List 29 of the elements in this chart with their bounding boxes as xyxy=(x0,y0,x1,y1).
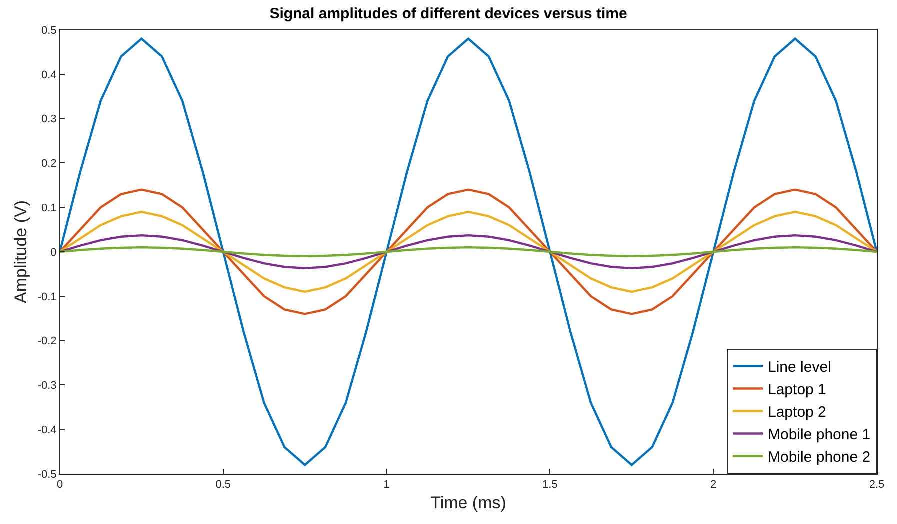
y-tick-label: 0.4 xyxy=(42,69,57,82)
x-axis-title: Time (ms) xyxy=(430,494,506,513)
line-series xyxy=(60,188,877,316)
legend-label: Laptop 1 xyxy=(768,382,826,399)
legend-label: Line level xyxy=(768,359,832,376)
x-tick-label: 2 xyxy=(710,479,717,492)
chart-title: Signal amplitudes of different devices versus time xyxy=(270,5,628,22)
y-tick-label: -0.3 xyxy=(38,380,57,392)
line-series xyxy=(60,38,877,466)
y-axis-title: Amplitude (V) xyxy=(11,200,30,304)
line-series xyxy=(60,246,877,258)
x-tick-label: 1 xyxy=(384,479,390,492)
y-tick-label: -0.4 xyxy=(38,424,57,436)
legend-label: Laptop 2 xyxy=(768,404,826,422)
legend-label: Mobile phone 1 xyxy=(768,426,871,444)
line-series xyxy=(60,210,877,294)
y-tick-label: 0.2 xyxy=(42,158,57,170)
x-tick-label: 2.5 xyxy=(869,479,885,492)
y-tick-label: 0.1 xyxy=(42,202,57,214)
line-series xyxy=(60,234,877,270)
y-tick-label: -0.2 xyxy=(38,336,57,348)
x-tick-label: 1.5 xyxy=(542,479,558,492)
y-tick-label: 0.3 xyxy=(42,114,57,126)
y-tick-label: 0.5 xyxy=(42,24,57,37)
y-tick-label: 0 xyxy=(50,246,57,259)
legend-label: Mobile phone 2 xyxy=(768,449,871,466)
x-tick-label: 0.5 xyxy=(216,479,232,492)
y-tick-label: -0.5 xyxy=(38,468,57,481)
y-tick-label: -0.1 xyxy=(38,291,57,304)
